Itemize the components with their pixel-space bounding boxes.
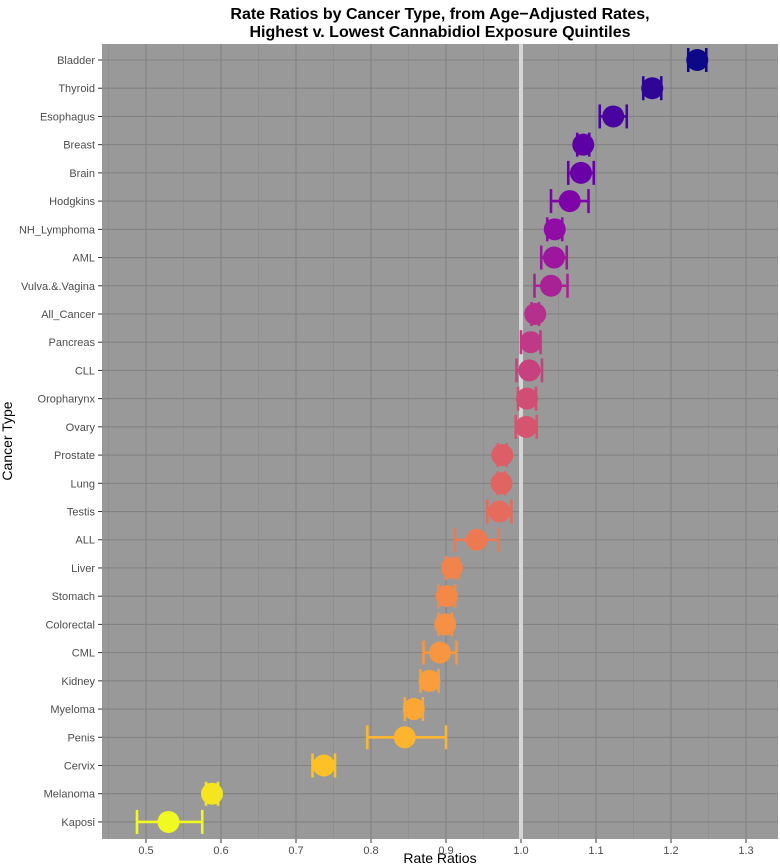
chart-title-line-1: Rate Ratios by Cancer Type, from Age−Adj… (230, 6, 649, 23)
y-tick-label: Lung (71, 478, 95, 490)
y-axis-label: Cancer Type (0, 401, 15, 480)
data-point (572, 133, 595, 156)
y-tick-label: Liver (71, 563, 95, 575)
y-tick-label: Pancreas (49, 337, 96, 349)
y-tick-label: Thyroid (58, 83, 95, 95)
y-tick-label: Colorectal (45, 619, 95, 631)
x-tick-label: 0.5 (138, 845, 153, 857)
data-point (641, 77, 664, 100)
data-point (490, 472, 513, 495)
x-tick-label: 0.6 (213, 845, 228, 857)
data-point (516, 387, 538, 410)
data-point (201, 782, 223, 805)
data-point (686, 49, 709, 71)
data-point (543, 246, 565, 269)
data-point (402, 698, 425, 721)
data-point (441, 556, 463, 579)
y-tick-label: CML (72, 648, 95, 660)
data-point (488, 500, 511, 523)
data-point (157, 810, 180, 833)
y-tick-label: Melanoma (44, 789, 96, 801)
y-tick-label: Penis (67, 732, 95, 744)
y-tick-label: Testis (67, 507, 96, 519)
y-tick-label: All_Cancer (41, 309, 95, 321)
y-tick-label: Breast (63, 140, 95, 152)
data-point (418, 669, 441, 692)
data-point (540, 274, 562, 297)
x-tick-label: 0.9 (438, 845, 453, 857)
y-tick-label: CLL (75, 365, 95, 377)
data-point (558, 190, 581, 213)
y-tick-label: Brain (69, 168, 95, 180)
data-point (491, 444, 514, 467)
x-tick-label: 1.3 (738, 845, 753, 857)
plot-panel (102, 44, 778, 839)
data-point (602, 105, 625, 128)
y-tick-label: Oropharynx (38, 394, 96, 406)
x-tick-label: 1.1 (588, 845, 603, 857)
data-point (524, 302, 547, 325)
y-tick-label: Ovary (66, 422, 96, 434)
y-tick-label: Esophagus (40, 111, 96, 123)
data-point (429, 641, 451, 664)
data-point (519, 331, 542, 354)
y-tick-labels: Bladder Thyroid Esophagus Breast Brain Hodgki… (19, 55, 102, 829)
data-point (518, 359, 541, 382)
y-tick-label: AML (72, 253, 95, 265)
y-tick-label: Kidney (61, 676, 95, 688)
x-tick-label: 1.0 (513, 845, 528, 857)
data-point (570, 161, 592, 184)
data-point (435, 585, 458, 608)
grid-lines (102, 44, 778, 839)
y-tick-label: Myeloma (50, 704, 96, 716)
x-axis-label: Rate Ratios (403, 850, 476, 866)
y-tick-label: Kaposi (61, 817, 95, 829)
data-point (515, 415, 538, 438)
x-tick-label: 0.7 (288, 845, 303, 857)
y-tick-label: Hodgkins (49, 196, 95, 208)
chart-title-line-2: Highest v. Lowest Cannabidiol Exposure Q… (249, 24, 630, 41)
data-point (434, 613, 457, 636)
data-points (157, 49, 709, 833)
x-tick-label: 1.2 (663, 845, 678, 857)
x-tick-label: 0.8 (363, 845, 378, 857)
y-tick-label: Prostate (54, 450, 95, 462)
y-tick-label: NH_Lymphoma (19, 224, 96, 236)
data-point (465, 528, 488, 551)
y-tick-label: Cervix (64, 761, 96, 773)
data-point (312, 754, 335, 777)
y-tick-label: Bladder (57, 55, 95, 67)
data-point (543, 218, 566, 241)
y-tick-label: Stomach (52, 591, 95, 603)
y-tick-label: ALL (75, 535, 95, 547)
y-tick-label: Vulva.&.Vagina (21, 281, 96, 293)
data-point (393, 726, 416, 749)
x-tick-labels: 0.5 0.6 0.7 0.8 0.9 1.0 1.1 1.2 1.3 (138, 839, 754, 857)
